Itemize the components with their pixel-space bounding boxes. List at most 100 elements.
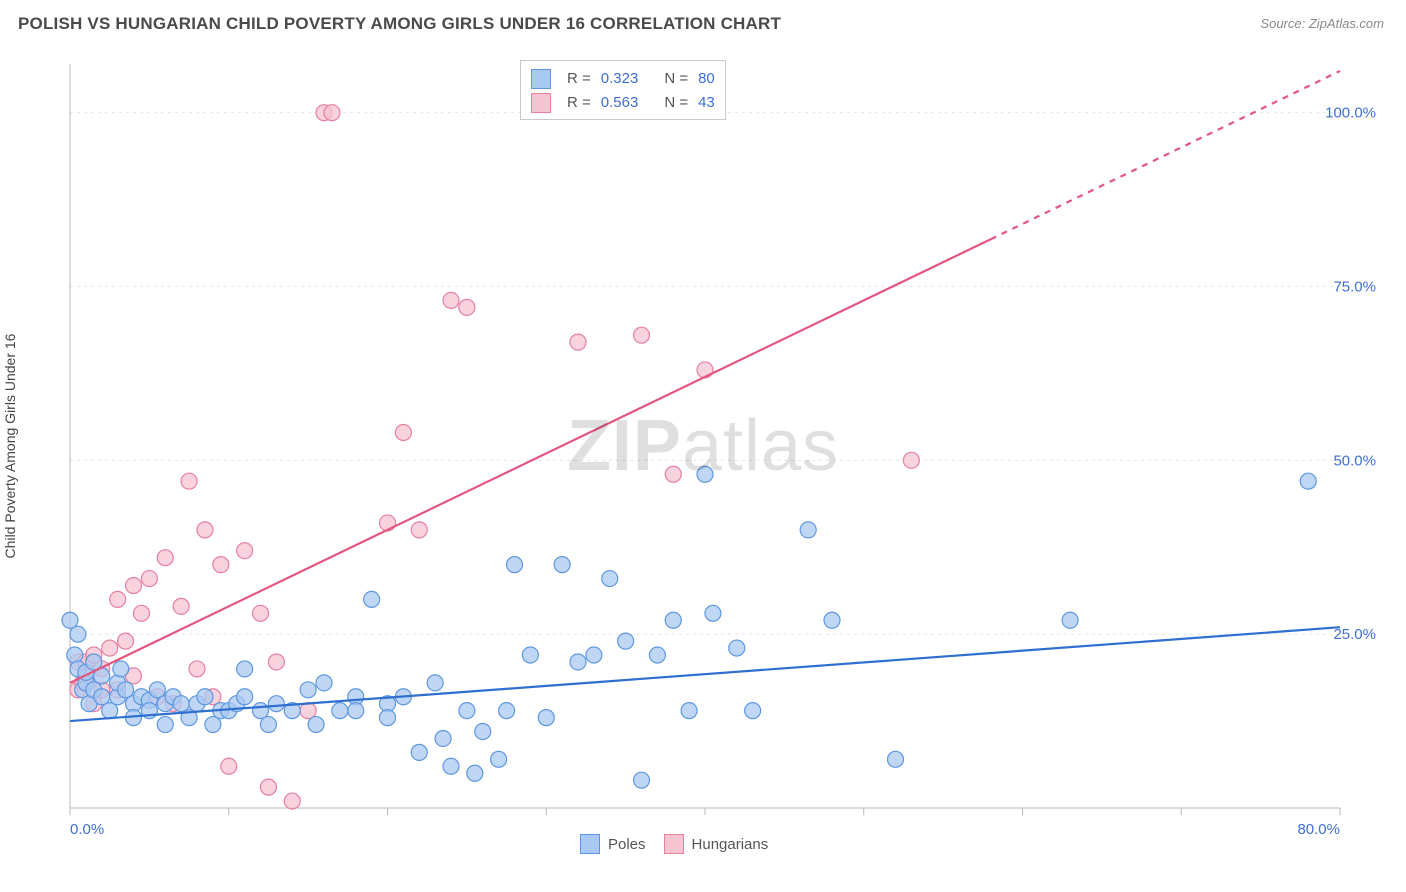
data-point — [157, 717, 173, 733]
legend-swatch — [580, 834, 600, 854]
data-point — [260, 717, 276, 733]
data-point — [395, 425, 411, 441]
y-tick-label: 100.0% — [1325, 105, 1376, 122]
data-point — [113, 661, 129, 677]
data-point — [70, 626, 86, 642]
regression-line-dashed — [991, 71, 1340, 239]
data-point — [173, 598, 189, 614]
source-credit: Source: ZipAtlas.com — [1260, 16, 1384, 31]
data-point — [888, 751, 904, 767]
source-name: ZipAtlas.com — [1309, 16, 1384, 31]
data-point — [94, 689, 110, 705]
data-point — [348, 703, 364, 719]
data-point — [316, 675, 332, 691]
legend-swatch — [531, 93, 551, 113]
data-point — [475, 724, 491, 740]
legend-N-label: N = — [664, 67, 688, 91]
legend-R-label: R = — [567, 67, 591, 91]
data-point — [903, 452, 919, 468]
data-point — [102, 640, 118, 656]
data-point — [62, 612, 78, 628]
data-point — [157, 550, 173, 566]
data-point — [268, 654, 284, 670]
correlation-chart: 25.0%50.0%75.0%100.0%0.0%80.0% — [50, 48, 1390, 858]
data-point — [149, 682, 165, 698]
data-point — [538, 710, 554, 726]
data-point — [181, 473, 197, 489]
data-point — [570, 334, 586, 350]
data-point — [443, 758, 459, 774]
data-point — [411, 744, 427, 760]
data-point — [332, 703, 348, 719]
data-point — [459, 703, 475, 719]
stats-legend-row: R = 0.323 N = 80 — [531, 67, 715, 91]
data-point — [745, 703, 761, 719]
data-point — [237, 543, 253, 559]
data-point — [634, 772, 650, 788]
data-point — [102, 703, 118, 719]
data-point — [705, 605, 721, 621]
data-point — [300, 703, 316, 719]
data-point — [697, 362, 713, 378]
data-point — [253, 605, 269, 621]
data-point — [141, 571, 157, 587]
data-point — [300, 682, 316, 698]
stats-legend-row: R =0.563N =43 — [531, 91, 715, 115]
data-point — [435, 730, 451, 746]
data-point — [824, 612, 840, 628]
series-legend: Poles Hungarians — [580, 834, 768, 854]
y-axis-label: Child Poverty Among Girls Under 16 — [2, 334, 18, 559]
data-point — [324, 105, 340, 121]
data-point — [459, 299, 475, 315]
data-point — [213, 557, 229, 573]
regression-line — [70, 239, 991, 683]
data-point — [602, 571, 618, 587]
data-point — [221, 758, 237, 774]
data-point — [634, 327, 650, 343]
legend-R-label: R = — [567, 91, 591, 115]
data-point — [237, 661, 253, 677]
y-tick-label: 50.0% — [1333, 452, 1376, 469]
legend-R-value: 0.323 — [601, 67, 639, 91]
data-point — [364, 591, 380, 607]
chart-title: POLISH VS HUNGARIAN CHILD POVERTY AMONG … — [18, 14, 781, 34]
data-point — [649, 647, 665, 663]
legend-N-value: 43 — [698, 91, 715, 115]
data-point — [133, 605, 149, 621]
data-point — [697, 466, 713, 482]
data-point — [499, 703, 515, 719]
data-point — [110, 591, 126, 607]
data-point — [586, 647, 602, 663]
x-tick-label: 80.0% — [1297, 821, 1340, 838]
data-point — [800, 522, 816, 538]
data-point — [507, 557, 523, 573]
stats-legend: R =0.323N =80R =0.563N =43 — [520, 60, 726, 120]
data-point — [491, 751, 507, 767]
data-point — [522, 647, 538, 663]
data-point — [118, 682, 134, 698]
x-tick-label: 0.0% — [70, 821, 104, 838]
data-point — [443, 292, 459, 308]
legend-item: Hungarians — [664, 834, 769, 854]
data-point — [554, 557, 570, 573]
data-point — [411, 522, 427, 538]
data-point — [189, 661, 205, 677]
data-point — [380, 710, 396, 726]
legend-item: Poles — [580, 834, 646, 854]
regression-line — [70, 627, 1340, 721]
legend-swatch — [664, 834, 684, 854]
data-point — [197, 689, 213, 705]
legend-N-value: 80 — [698, 67, 715, 91]
data-point — [618, 633, 634, 649]
data-point — [126, 577, 142, 593]
data-point — [729, 640, 745, 656]
data-point — [681, 703, 697, 719]
data-point — [570, 654, 586, 670]
legend-N-label: N = — [664, 91, 688, 115]
legend-label: Hungarians — [692, 836, 769, 853]
data-point — [1300, 473, 1316, 489]
data-point — [253, 703, 269, 719]
data-point — [284, 793, 300, 809]
data-point — [260, 779, 276, 795]
data-point — [665, 466, 681, 482]
